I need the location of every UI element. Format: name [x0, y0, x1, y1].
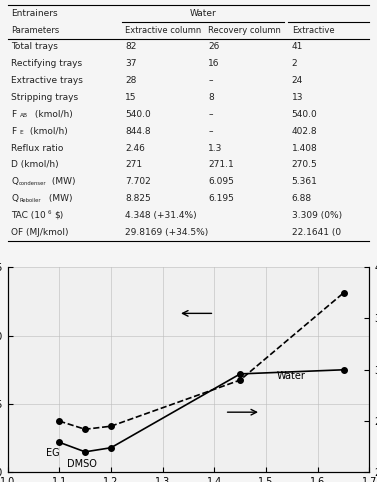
Text: $): $): [54, 211, 63, 220]
Text: 6: 6: [48, 210, 52, 215]
Text: Total trays: Total trays: [11, 42, 58, 52]
Text: 540.0: 540.0: [125, 110, 151, 119]
Text: Extractive column: Extractive column: [125, 26, 201, 35]
Text: 8.825: 8.825: [125, 194, 151, 203]
Text: 402.8: 402.8: [292, 127, 317, 136]
Text: F: F: [11, 110, 16, 119]
Text: Q: Q: [11, 194, 18, 203]
Text: Water: Water: [276, 371, 305, 381]
Text: –: –: [208, 127, 213, 136]
Text: 2: 2: [292, 59, 297, 68]
Text: 37: 37: [125, 59, 137, 68]
Text: Parameters: Parameters: [11, 26, 60, 35]
Text: 29.8169 (+34.5%): 29.8169 (+34.5%): [125, 228, 208, 237]
Text: 6.195: 6.195: [208, 194, 234, 203]
Text: TAC (10: TAC (10: [11, 211, 46, 220]
Text: 540.0: 540.0: [292, 110, 317, 119]
Text: (kmol/h): (kmol/h): [32, 110, 73, 119]
Text: –: –: [208, 110, 213, 119]
Text: 5.361: 5.361: [292, 177, 317, 186]
Text: 270.5: 270.5: [292, 161, 317, 169]
Text: 3.309 (0%): 3.309 (0%): [292, 211, 342, 220]
Text: AB: AB: [20, 113, 28, 118]
Text: condenser: condenser: [19, 181, 47, 186]
Text: Water: Water: [190, 9, 216, 18]
Text: 844.8: 844.8: [125, 127, 151, 136]
Text: 16: 16: [208, 59, 220, 68]
Text: –: –: [208, 76, 213, 85]
Text: 22.1641 (0: 22.1641 (0: [292, 228, 341, 237]
Text: Extractive: Extractive: [292, 26, 334, 35]
Text: 1.3: 1.3: [208, 144, 223, 153]
Text: 24: 24: [292, 76, 303, 85]
Text: 8: 8: [208, 93, 214, 102]
Text: EG: EG: [46, 448, 60, 458]
Text: E: E: [20, 130, 23, 135]
Text: Reflux ratio: Reflux ratio: [11, 144, 64, 153]
Text: Entrainers: Entrainers: [11, 9, 58, 18]
Text: 15: 15: [125, 93, 137, 102]
Text: Stripping trays: Stripping trays: [11, 93, 78, 102]
Text: 13: 13: [292, 93, 303, 102]
Text: Q: Q: [11, 177, 18, 186]
Text: (MW): (MW): [46, 194, 72, 203]
Text: 6.88: 6.88: [292, 194, 312, 203]
Text: 26: 26: [208, 42, 220, 52]
Text: 2.46: 2.46: [125, 144, 145, 153]
Text: (MW): (MW): [49, 177, 76, 186]
Text: 6.095: 6.095: [208, 177, 234, 186]
Text: D (kmol/h): D (kmol/h): [11, 161, 59, 169]
Text: F: F: [11, 127, 16, 136]
Text: Rectifying trays: Rectifying trays: [11, 59, 82, 68]
Text: 7.702: 7.702: [125, 177, 151, 186]
Text: 1.408: 1.408: [292, 144, 317, 153]
Text: (kmol/h): (kmol/h): [27, 127, 67, 136]
Text: Recovery column: Recovery column: [208, 26, 281, 35]
Text: 4.348 (+31.4%): 4.348 (+31.4%): [125, 211, 197, 220]
Text: 271: 271: [125, 161, 142, 169]
Text: 271.1: 271.1: [208, 161, 234, 169]
Text: Extractive trays: Extractive trays: [11, 76, 83, 85]
Text: 28: 28: [125, 76, 136, 85]
Text: DMSO: DMSO: [67, 459, 97, 469]
Text: OF (MJ/kmol): OF (MJ/kmol): [11, 228, 69, 237]
Text: 82: 82: [125, 42, 136, 52]
Text: 41: 41: [292, 42, 303, 52]
Text: Reboiler: Reboiler: [19, 198, 41, 202]
